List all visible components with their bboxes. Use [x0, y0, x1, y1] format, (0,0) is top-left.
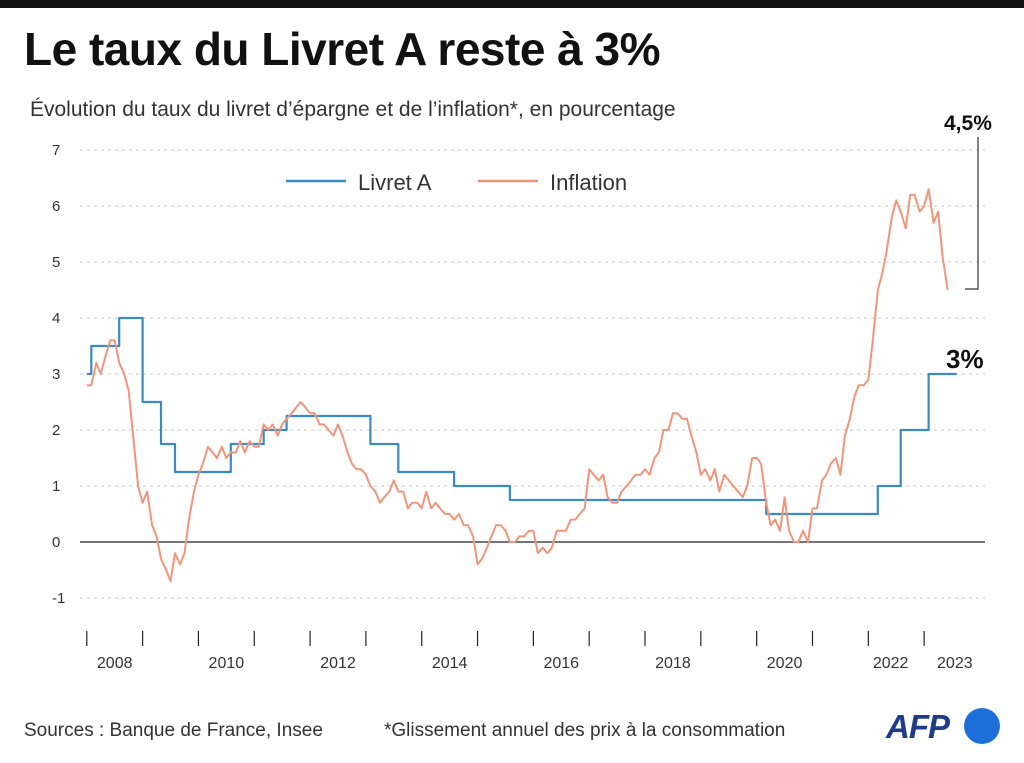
- y-tick-label: 4: [52, 310, 60, 327]
- page-title: Le taux du Livret A reste à 3%: [24, 23, 661, 75]
- x-tick-label: 2018: [655, 655, 691, 672]
- y-tick-label: 7: [52, 142, 60, 159]
- y-tick-label: 5: [52, 254, 60, 271]
- axes: -1 0 1 2 3 4 5 6 7 2008 2010 2012 2014 2016 2018 2020 20…: [52, 142, 973, 672]
- y-tick-label: 0: [52, 534, 60, 551]
- x-tick-label: 2020: [767, 655, 803, 672]
- afp-logo: AFP: [886, 706, 1006, 748]
- grid-lines: [80, 149, 985, 599]
- y-tick-label: 3: [52, 366, 60, 383]
- chart-subtitle: Évolution du taux du livret d’épargne et…: [30, 98, 676, 121]
- legend-label-inflation: Inflation: [550, 170, 627, 195]
- afp-logo-text: AFP: [886, 708, 950, 745]
- inflation-bracket: [965, 137, 979, 290]
- y-tick-label: 6: [52, 198, 60, 215]
- y-tick-label: -1: [52, 590, 65, 607]
- x-tick-label: 2014: [432, 655, 468, 672]
- x-tick-label: 2010: [209, 655, 245, 672]
- x-tick-label: 2008: [97, 655, 133, 672]
- series-line-inflation: [86, 188, 949, 583]
- afp-logo-dot-icon: [964, 708, 1000, 744]
- x-tick-label: 2022: [873, 655, 909, 672]
- y-tick-label: 2: [52, 422, 60, 439]
- footnote: *Glissement annuel des prix à la consomm…: [384, 720, 786, 741]
- annotations: 4,5% 3%: [944, 112, 992, 374]
- sources-note: Sources : Banque de France, Insee: [24, 720, 323, 741]
- livret-end-label: 3%: [946, 344, 984, 374]
- series-lines: [86, 188, 957, 583]
- series-line-livret-a: [86, 316, 957, 516]
- x-tick-label: 2023: [937, 655, 973, 672]
- top-rule: [0, 0, 1024, 8]
- legend-label-livret: Livret A: [358, 170, 432, 195]
- inflation-end-label: 4,5%: [944, 112, 992, 135]
- x-tick-label: 2016: [543, 655, 579, 672]
- x-tick-label: 2012: [320, 655, 356, 672]
- legend: Livret A Inflation: [286, 170, 627, 195]
- y-tick-label: 1: [52, 478, 60, 495]
